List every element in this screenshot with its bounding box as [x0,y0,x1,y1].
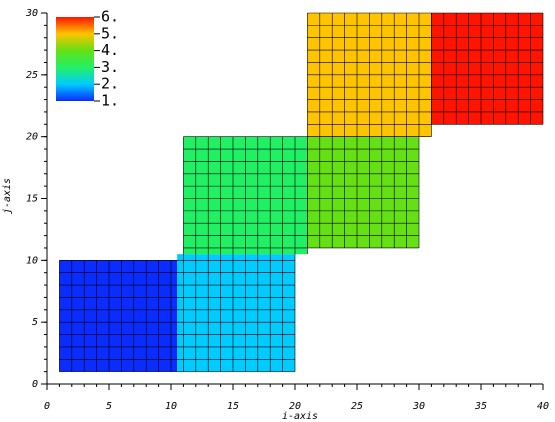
mesh-lines [177,254,296,372]
mesh-lines [307,136,420,249]
colorbar-tick-label: 2. [101,75,119,93]
x-tick-label: 40 [537,401,549,412]
y-tick-label: 10 [26,255,38,266]
x-tick-label: 20 [289,401,301,412]
colorbar-tick-label: 5. [101,24,119,42]
colorbar-tick-label: 4. [101,41,119,59]
x-axis-label: i-axis [282,411,318,422]
y-axis-label: j-axis [2,178,13,214]
mesh-lines [431,12,544,125]
mesh-region [307,136,419,248]
y-tick-label: 0 [32,379,38,390]
x-tick-label: 25 [351,401,363,412]
x-tick-label: 5 [106,401,112,412]
x-tick-label: 30 [412,401,425,412]
mesh-region [431,13,543,125]
mesh-region [177,254,295,372]
y-tick-label: 30 [25,8,38,19]
x-tick-label: 35 [474,401,487,412]
colorbar: 1.2.3.4.5.6. [56,8,119,110]
y-tick-label: 20 [26,132,38,143]
y-tick-label: 5 [32,317,38,328]
x-tick-label: 10 [165,401,177,412]
mesh-region [59,260,178,372]
x-tick-label: 15 [227,401,239,412]
colorbar-gradient [56,17,94,101]
colorbar-tick-label: 3. [101,58,119,76]
colorbar-tick-label: 6. [101,8,119,26]
mesh-lines [307,12,432,137]
colorbar-tick-label: 1. [101,92,119,110]
mesh-lines [59,260,178,372]
x-tick-label: 0 [44,401,50,412]
y-tick-label: 15 [26,194,38,205]
y-tick-label: 25 [26,70,38,81]
